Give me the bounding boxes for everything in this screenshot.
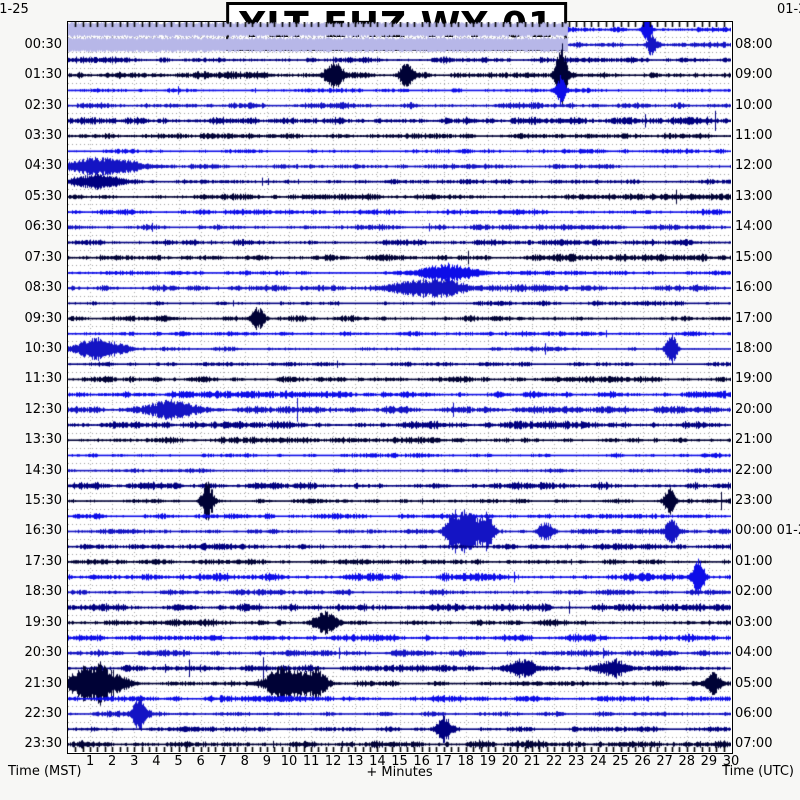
seismogram-canvas (68, 22, 731, 752)
right-time-label: 21:00 (735, 432, 773, 448)
minute-label: 10 (280, 754, 298, 769)
minute-label: 14 (369, 754, 386, 769)
minute-label: 29 (700, 754, 718, 769)
left-time-label: 01:30 (24, 67, 62, 83)
right-time-label: 20:00 (735, 401, 773, 417)
right-time-label: 18:00 (735, 340, 773, 356)
minute-label: 17 (435, 754, 452, 769)
minute-label: 6 (196, 754, 205, 769)
left-time-label: 06:30 (24, 219, 62, 235)
right-time-label: 08:00 (735, 36, 773, 52)
minute-label: 22 (545, 754, 563, 769)
left-time-label: 17:30 (24, 553, 62, 569)
left-time-label: 19:30 (24, 614, 62, 630)
right-time-label: 17:00 (735, 310, 773, 326)
minute-label: 26 (634, 754, 651, 769)
minute-label: 20 (501, 754, 519, 769)
left-time-label: 21:30 (24, 675, 62, 691)
minute-label: 3 (130, 754, 139, 769)
left-time-label: 11:30 (24, 371, 62, 387)
minute-label: 19 (479, 754, 497, 769)
right-time-label: 06:00 (735, 705, 773, 721)
right-time-label: 22:00 (735, 462, 773, 478)
left-time-label: 05:30 (24, 188, 62, 204)
right-time-label: 16:00 (735, 280, 773, 296)
minute-label: 21 (523, 754, 541, 769)
right-time-label: 07:00 (735, 736, 773, 752)
left-time-label: 07:30 (24, 249, 62, 265)
left-time-label: 14:30 (24, 462, 62, 478)
left-time-label: 08:30 (24, 280, 62, 296)
right-time-label: 02:00 (735, 584, 773, 600)
left-time-label: 04:30 (24, 158, 62, 174)
axis-caption-mst: Time (MST) (8, 764, 82, 779)
right-time-label: 15:00 (735, 249, 773, 265)
minute-label: 27 (656, 754, 673, 769)
left-time-label: 16:30 (24, 523, 62, 539)
minute-label: 24 (590, 754, 607, 769)
minute-label: 8 (240, 754, 249, 769)
left-time-label: 15:30 (24, 493, 62, 509)
right-time-label: 13:00 (735, 188, 773, 204)
right-time-label: 23:00 (735, 493, 773, 509)
left-time-label: 10:30 (24, 340, 62, 356)
right-time-label: 19:00 (735, 371, 773, 387)
minute-label: 30 (722, 754, 740, 769)
minute-label: 28 (678, 754, 696, 769)
right-time-label: 12:00 (735, 158, 773, 174)
right-time-label: 11:00 (735, 128, 773, 144)
right-time-label: 09:00 (735, 67, 773, 83)
minute-label: 1 (85, 754, 95, 769)
right-time-label: 10:00 (735, 97, 773, 113)
minute-label: 5 (174, 754, 183, 769)
minute-label: 16 (413, 754, 430, 769)
left-time-label: 20:30 (24, 645, 62, 661)
right-time-label: 01:00 (735, 553, 773, 569)
left-time-label: 12:30 (24, 401, 62, 417)
left-time-label: 03:30 (24, 128, 62, 144)
minute-label: 7 (218, 754, 227, 769)
right-time-label: 14:00 (735, 219, 773, 235)
right-time-label: 00:00 01-26 (735, 523, 800, 539)
minute-label: 25 (612, 754, 629, 769)
minute-label: 9 (262, 754, 272, 769)
minute-label: 12 (324, 754, 342, 769)
left-time-label: 09:30 (24, 310, 62, 326)
axis-caption-utc: Time (UTC) (722, 764, 794, 779)
minute-label: 15 (391, 754, 408, 769)
left-time-label: 22:30 (24, 705, 62, 721)
minute-label: 23 (568, 754, 585, 769)
minute-label: 11 (302, 754, 320, 769)
left-time-label: 13:30 (24, 432, 62, 448)
minute-label: 2 (108, 754, 117, 769)
minute-label: 4 (152, 754, 161, 769)
right-time-label: 03:00 (735, 614, 773, 630)
left-time-label: 18:30 (24, 584, 62, 600)
date-label-top-left: 01-25 (0, 2, 29, 17)
right-time-label: 05:00 (735, 675, 773, 691)
right-time-label: 04:00 (735, 645, 773, 661)
left-time-label: 00:30 (24, 36, 62, 52)
axis-caption-minutes: + Minutes (366, 765, 433, 780)
left-time-label: 02:30 (24, 97, 62, 113)
minute-label: 13 (347, 754, 364, 769)
left-time-label: 23:30 (24, 736, 62, 752)
minute-label: 18 (457, 754, 475, 769)
date-label-top-right: 01-25 (777, 2, 800, 17)
